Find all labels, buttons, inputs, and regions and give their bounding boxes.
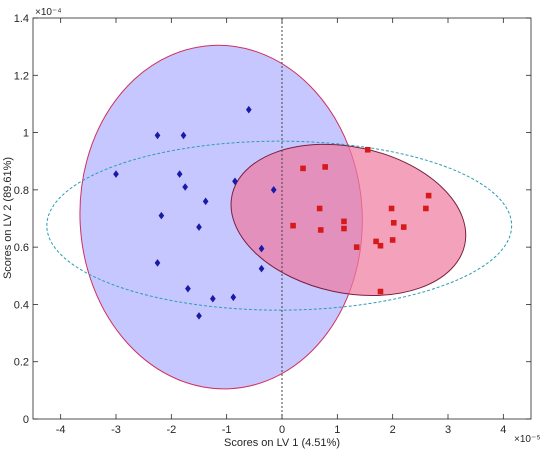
tick-layer: -4 -3 -2 -1 0 1 2 3 4 0 0.2 0.4 0.6 0.8 1 1.2 1.4 <box>14 13 531 436</box>
confidence-ellipse-2 <box>230 143 467 297</box>
data-point-series2-2 <box>322 164 328 170</box>
data-point-series2-9 <box>290 222 296 229</box>
data-point-series1-1 <box>154 131 161 140</box>
overall-ellipse <box>46 140 513 311</box>
data-point-series2-12 <box>317 227 324 233</box>
data-point-series1-0 <box>245 105 252 114</box>
data-point-series1-3 <box>113 170 119 178</box>
data-point-series2-17 <box>377 288 384 295</box>
data-point-series1-11 <box>258 244 265 253</box>
y-tick-label: 1.4 <box>14 13 29 25</box>
ellipse-layer <box>46 44 513 390</box>
x-axis-label: Scores on LV 1 (4.51%) <box>224 437 340 449</box>
y-exponent-label: ×10⁻⁴ <box>35 7 62 18</box>
x-tick-label: -3 <box>111 424 121 436</box>
data-point-series2-13 <box>389 237 396 243</box>
data-point-series1-14 <box>185 284 191 293</box>
data-point-series2-15 <box>377 242 384 249</box>
data-point-series2-5 <box>388 205 395 212</box>
x-tick-label: 0 <box>279 424 285 436</box>
data-point-series1-7 <box>202 197 209 206</box>
x-tick-label: 2 <box>390 424 396 436</box>
data-point-series1-5 <box>182 183 189 191</box>
data-point-series2-8 <box>390 219 397 226</box>
y-tick-label: 0 <box>23 414 29 426</box>
data-point-series1-6 <box>232 177 238 186</box>
data-point-series1-16 <box>230 293 237 302</box>
x-tick-label: 1 <box>334 424 340 436</box>
y-tick-label: 1.2 <box>14 70 29 82</box>
x-tick-label: -2 <box>166 424 176 436</box>
data-point-series2-14 <box>373 238 379 245</box>
x-exponent-label: ×10⁻⁵ <box>514 434 540 445</box>
data-point-series2-1 <box>300 165 306 172</box>
data-point-series2-4 <box>316 205 323 212</box>
data-point-series2-3 <box>425 192 432 199</box>
x-tick-label: 3 <box>445 424 451 436</box>
data-point-series1-2 <box>180 131 187 140</box>
data-point-series2-10 <box>341 225 347 232</box>
x-tick-label: 4 <box>500 424 506 436</box>
y-tick-label: 1 <box>23 128 29 140</box>
x-tick-label: -1 <box>222 424 232 436</box>
data-point-series1-12 <box>258 264 265 273</box>
data-point-series2-0 <box>364 146 371 153</box>
data-point-series1-9 <box>196 223 202 231</box>
data-point-series2-7 <box>341 218 347 225</box>
point-layer <box>113 105 432 320</box>
y-tick-label: 0.8 <box>14 185 29 197</box>
y-axis-label: Scores on LV 2 (89.61%) <box>2 157 14 279</box>
y-tick-label: 0.6 <box>14 242 29 254</box>
data-point-series1-13 <box>154 259 161 267</box>
y-tick-label: 0.4 <box>14 299 29 311</box>
data-point-series2-16 <box>353 244 360 250</box>
data-point-series1-15 <box>209 294 216 303</box>
y-tick-label: 0.2 <box>14 357 29 369</box>
data-point-series1-4 <box>176 170 183 178</box>
data-point-series2-11 <box>400 224 407 230</box>
data-point-series2-6 <box>423 205 429 212</box>
data-point-series1-17 <box>196 312 202 320</box>
data-point-series1-8 <box>158 211 165 220</box>
x-tick-label: -4 <box>56 424 66 436</box>
data-point-series1-10 <box>270 186 277 194</box>
